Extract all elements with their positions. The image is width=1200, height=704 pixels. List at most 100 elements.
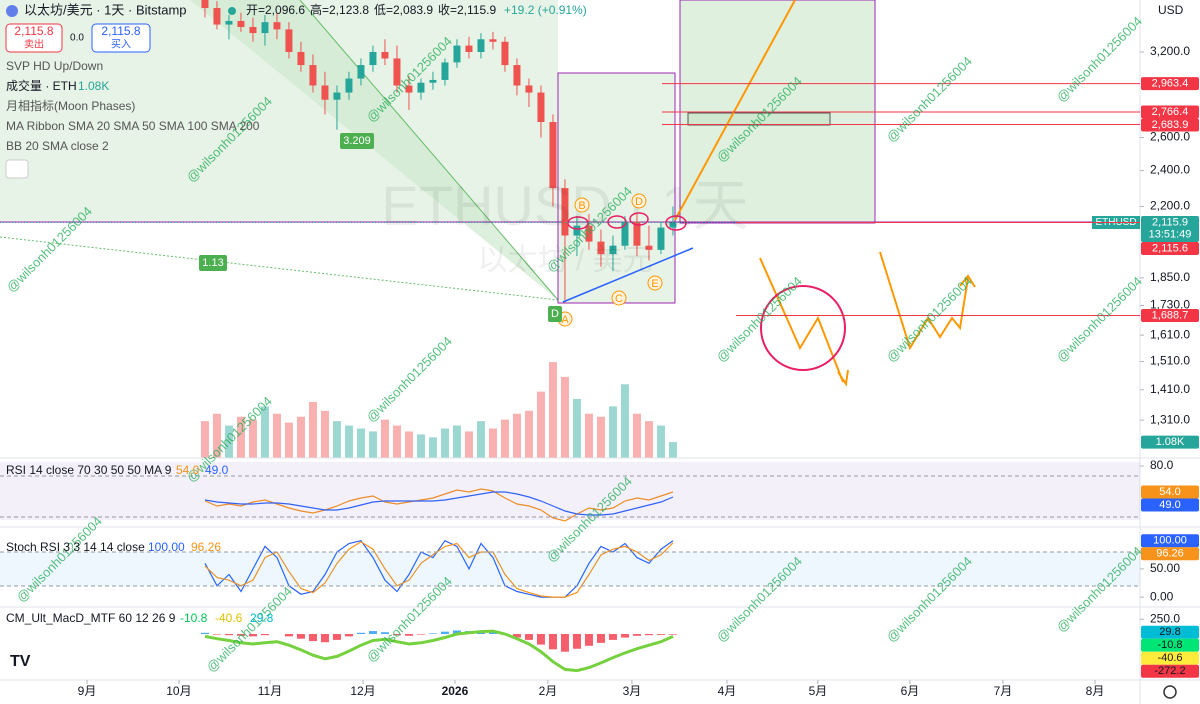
volume-group <box>200 362 677 458</box>
sell-button[interactable] <box>5 23 63 53</box>
candle-body <box>501 41 509 66</box>
symbol-icon <box>6 5 18 17</box>
macd-bar <box>536 634 545 645</box>
x-tick-label: 11月 <box>258 684 282 698</box>
volume-bar <box>356 428 365 458</box>
macd-value: -40.6 <box>215 611 243 625</box>
candle-body <box>393 58 401 86</box>
volume-bar <box>668 442 677 458</box>
volume-bar <box>500 419 509 458</box>
candles <box>201 0 677 304</box>
collapse-button[interactable] <box>5 159 29 179</box>
y-tick-label: 80.0 <box>1150 458 1174 472</box>
marker <box>567 216 589 230</box>
candle-body <box>369 51 377 66</box>
y-tick-label: 0.00 <box>1150 589 1174 603</box>
candle-body <box>261 22 269 34</box>
macd-bar <box>236 634 245 636</box>
macd-bar <box>620 634 629 638</box>
price-label: 1,688.7 <box>1152 309 1189 321</box>
pattern-point <box>574 197 590 213</box>
rsi-value: 54.0 <box>176 463 200 477</box>
macd-label: -10.8 <box>1157 639 1182 651</box>
y-tick-label: 1,510.0 <box>1150 354 1190 368</box>
macd-bar <box>440 631 449 635</box>
name-watermark: 以太坊 / 美元 <box>477 244 652 277</box>
spread: 0.0 <box>70 33 84 44</box>
rsi-ma-value: 49.0 <box>205 463 229 477</box>
price-label-box <box>1141 215 1199 242</box>
ohlc-high: 高=2,123.8 <box>310 2 369 17</box>
candle-body <box>381 51 389 59</box>
ohlc-close: 收=2,115.9 <box>438 3 496 17</box>
rsi-band <box>0 462 1140 520</box>
macd-bar <box>308 634 317 642</box>
candle-body <box>525 85 533 93</box>
volume-bar <box>656 425 665 458</box>
stoch-label: 96.26 <box>1156 548 1184 560</box>
y-tick-label: 1,610.0 <box>1150 327 1190 341</box>
logo: TV <box>10 653 31 670</box>
volume-label: 1.08K <box>1156 436 1185 448</box>
x-tick-label: 4月 <box>718 684 737 698</box>
macd-label: -40.6 <box>1157 652 1182 664</box>
volume-bar <box>224 425 233 458</box>
macd-bar <box>296 634 305 639</box>
status-dot <box>228 7 236 15</box>
legend: 以太坊/美元 · 1天 · Bitstamp 开=2,096.6 高=2,123… <box>5 2 1184 625</box>
macd-label-box <box>1141 625 1199 639</box>
series <box>200 0 677 673</box>
settings-icon[interactable] <box>1163 685 1177 699</box>
symbol-title: 以太坊/美元 · 1天 · Bitstamp <box>24 2 187 17</box>
volume-bar <box>320 410 329 458</box>
macd-bar <box>320 634 329 643</box>
pattern-point <box>647 275 663 291</box>
volume-bar <box>416 434 425 458</box>
x-tick-label: 10月 <box>166 684 191 698</box>
x-tick-label: 2月 <box>539 684 558 698</box>
stoch-band <box>0 552 1140 586</box>
volume-bar <box>404 431 413 458</box>
volume-value: 1.08K <box>78 79 109 93</box>
buy-price: 2,115.8 <box>101 24 140 38</box>
volume-bar <box>248 419 257 458</box>
candle-body <box>237 20 245 27</box>
stoch-d-value: 96.26 <box>191 540 221 554</box>
volume-bar <box>296 416 305 458</box>
macd-bar <box>344 634 353 637</box>
volume-bar <box>632 413 641 458</box>
buy-button[interactable] <box>91 23 151 53</box>
price-label: 2,115.6 <box>1152 242 1188 254</box>
price-label-box <box>1141 118 1199 132</box>
volume-bar <box>536 391 545 458</box>
y-tick-label: 3,200.0 <box>1150 44 1190 58</box>
y-tick-label: 250.0 <box>1150 611 1180 625</box>
x-tick-label: 2026 <box>442 684 469 698</box>
x-tick-label: 6月 <box>901 684 920 698</box>
pattern-label: E <box>651 278 658 290</box>
scenario-down <box>759 257 844 383</box>
x-tick-label: 9月 <box>78 684 97 698</box>
macd-value: 29.8 <box>250 611 274 625</box>
candle-body <box>609 245 617 255</box>
candle-body <box>585 225 593 242</box>
candle-body <box>669 222 677 228</box>
volume-bar <box>512 413 521 458</box>
macd-bar <box>656 634 665 635</box>
macd-bar <box>428 633 437 635</box>
volume-bar <box>608 406 617 458</box>
symbol-watermark: ETHUSD · 1天 <box>381 174 748 237</box>
candle-body <box>201 0 209 9</box>
volume-bar <box>368 431 377 458</box>
volume-bar <box>212 413 221 458</box>
indicator-name: 月相指标(Moon Phases) <box>6 98 135 113</box>
pattern-label: D <box>635 196 643 208</box>
macd-bar <box>584 634 593 646</box>
candle-body <box>489 39 497 42</box>
volume-bar <box>476 421 485 458</box>
volume-bar <box>644 421 653 458</box>
y-tick-label: 1,410.0 <box>1150 382 1190 396</box>
price-label-countdown: 13:51:49 <box>1149 228 1192 240</box>
